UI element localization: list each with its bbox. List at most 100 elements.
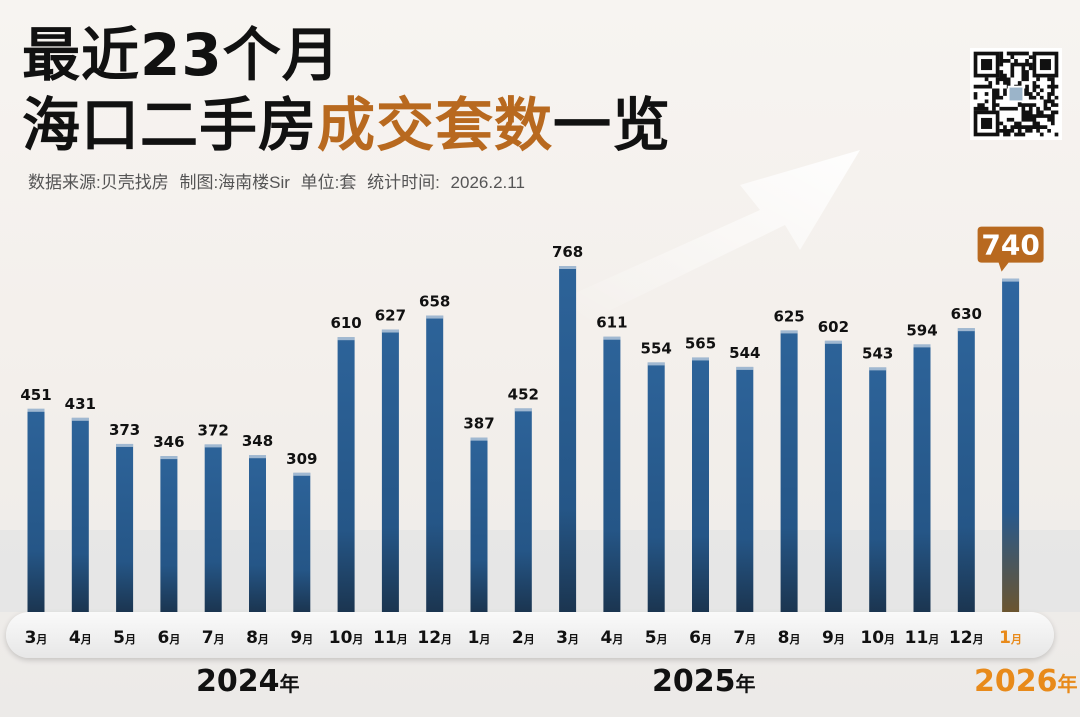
bar-value-label-22: 630 — [951, 305, 982, 323]
bar-9 — [381, 329, 399, 612]
month-label-21: 11月 — [905, 628, 940, 648]
bar-cap-5 — [204, 444, 222, 448]
bar-value-label-3: 373 — [109, 421, 140, 439]
month-label-2: 4月 — [69, 628, 92, 648]
month-label-20: 10月 — [860, 628, 895, 648]
bar-17 — [736, 366, 754, 612]
bar-14 — [603, 336, 621, 612]
bar-8 — [337, 337, 355, 612]
year-label-2026: 2026年 — [974, 664, 1078, 699]
bar-value-label-12: 452 — [508, 385, 539, 403]
bar-cap-11 — [470, 437, 488, 441]
month-label-16: 6月 — [689, 628, 712, 648]
bar-cap-7 — [293, 472, 311, 476]
month-label-7: 9月 — [290, 628, 313, 648]
month-label-8: 10月 — [329, 628, 364, 648]
bar-value-label-23: 740 — [981, 229, 1039, 262]
bar-cap-15 — [647, 362, 665, 366]
month-label-11: 1月 — [468, 628, 491, 648]
bar-value-label-16: 565 — [685, 334, 716, 352]
bar-cap-4 — [160, 456, 178, 460]
month-label-14: 4月 — [600, 628, 623, 648]
source-line: 数据来源:贝壳找房 制图:海南楼Sir 单位:套 统计时间: 2026.2.11 — [28, 173, 525, 192]
year-label-2024: 2024年 — [196, 664, 300, 699]
bar-15 — [647, 362, 665, 612]
month-label-22: 12月 — [949, 628, 984, 648]
bar-7 — [293, 472, 311, 612]
month-label-12: 2月 — [512, 628, 535, 648]
bar-20 — [869, 367, 887, 612]
bar-cap-8 — [337, 337, 355, 341]
bar-6 — [249, 455, 266, 612]
bar-18 — [780, 330, 798, 612]
bar-chart: 451 3月 431 4月 373 5月 346 6月 372 7月 348 8月 309 9月 610 10… — [0, 226, 1080, 648]
bar-value-label-10: 658 — [419, 293, 450, 311]
bar-cap-6 — [249, 455, 266, 459]
bar-value-label-1: 451 — [20, 386, 51, 404]
bar-value-label-11: 387 — [463, 415, 494, 433]
bar-2 — [71, 417, 89, 612]
title-prefix: 海口二手房 — [22, 91, 318, 159]
bar-cap-3 — [116, 443, 134, 447]
month-label-19: 9月 — [822, 628, 845, 648]
bar-value-label-17: 544 — [729, 344, 760, 362]
bar-22 — [957, 328, 975, 612]
bar-value-label-9: 627 — [375, 307, 406, 325]
bar-value-label-15: 554 — [641, 339, 672, 357]
qr-finder-2 — [1032, 51, 1059, 78]
bar-cap-9 — [381, 329, 399, 333]
title-suffix: 一览 — [553, 91, 672, 159]
month-label-6: 8月 — [246, 628, 269, 648]
month-label-3: 5月 — [113, 628, 136, 648]
bar-19 — [824, 340, 842, 612]
bar-cap-10 — [426, 315, 444, 319]
bar-value-label-19: 602 — [818, 318, 849, 336]
bar-12 — [514, 408, 532, 612]
bar-cap-14 — [603, 336, 621, 340]
bar-cap-23 — [1002, 278, 1020, 282]
month-label-18: 8月 — [778, 628, 801, 648]
highlight-callout — [977, 226, 1044, 272]
bar-cap-13 — [559, 266, 577, 269]
qr-finder-3 — [973, 110, 1000, 137]
bar-13 — [559, 266, 577, 612]
qr-code[interactable] — [970, 48, 1062, 140]
qr-center-logo — [1007, 85, 1025, 103]
bar-1 — [27, 408, 45, 612]
bar-21 — [913, 344, 931, 612]
bar-value-label-8: 610 — [330, 314, 361, 332]
bar-value-label-7: 309 — [286, 450, 317, 468]
month-label-17: 7月 — [733, 628, 756, 648]
bar-16 — [692, 357, 709, 612]
bar-value-label-14: 611 — [596, 314, 627, 332]
bar-cap-1 — [27, 408, 45, 412]
month-label-4: 6月 — [157, 628, 180, 648]
bar-value-label-4: 346 — [153, 433, 184, 451]
bar-cap-16 — [692, 357, 709, 361]
bar-cap-20 — [869, 367, 887, 371]
bar-10 — [426, 315, 444, 612]
bar-11 — [470, 437, 488, 612]
bar-23 — [1002, 278, 1020, 612]
bar-value-label-5: 372 — [198, 421, 229, 439]
bar-cap-2 — [71, 417, 89, 421]
title-line-2: 海口二手房成交套数一览 — [22, 92, 671, 158]
month-strip — [6, 612, 1054, 658]
month-label-5: 7月 — [202, 628, 225, 648]
title-line-1: 最近23个月 — [22, 21, 341, 89]
month-label-9: 11月 — [373, 628, 408, 648]
bar-value-label-21: 594 — [906, 321, 937, 339]
bar-value-label-20: 543 — [862, 344, 893, 362]
title-accent: 成交套数 — [317, 91, 554, 159]
bar-4 — [160, 456, 178, 612]
bar-cap-17 — [736, 366, 754, 370]
bar-value-label-13: 768 — [552, 243, 583, 261]
water-reflection-band — [0, 530, 1080, 612]
qr-finder-1 — [973, 51, 1000, 78]
month-label-15: 5月 — [645, 628, 668, 648]
bar-value-label-6: 348 — [242, 432, 273, 450]
month-label-13: 3月 — [556, 628, 579, 648]
bar-cap-12 — [514, 408, 532, 412]
bar-value-label-2: 431 — [65, 395, 96, 413]
